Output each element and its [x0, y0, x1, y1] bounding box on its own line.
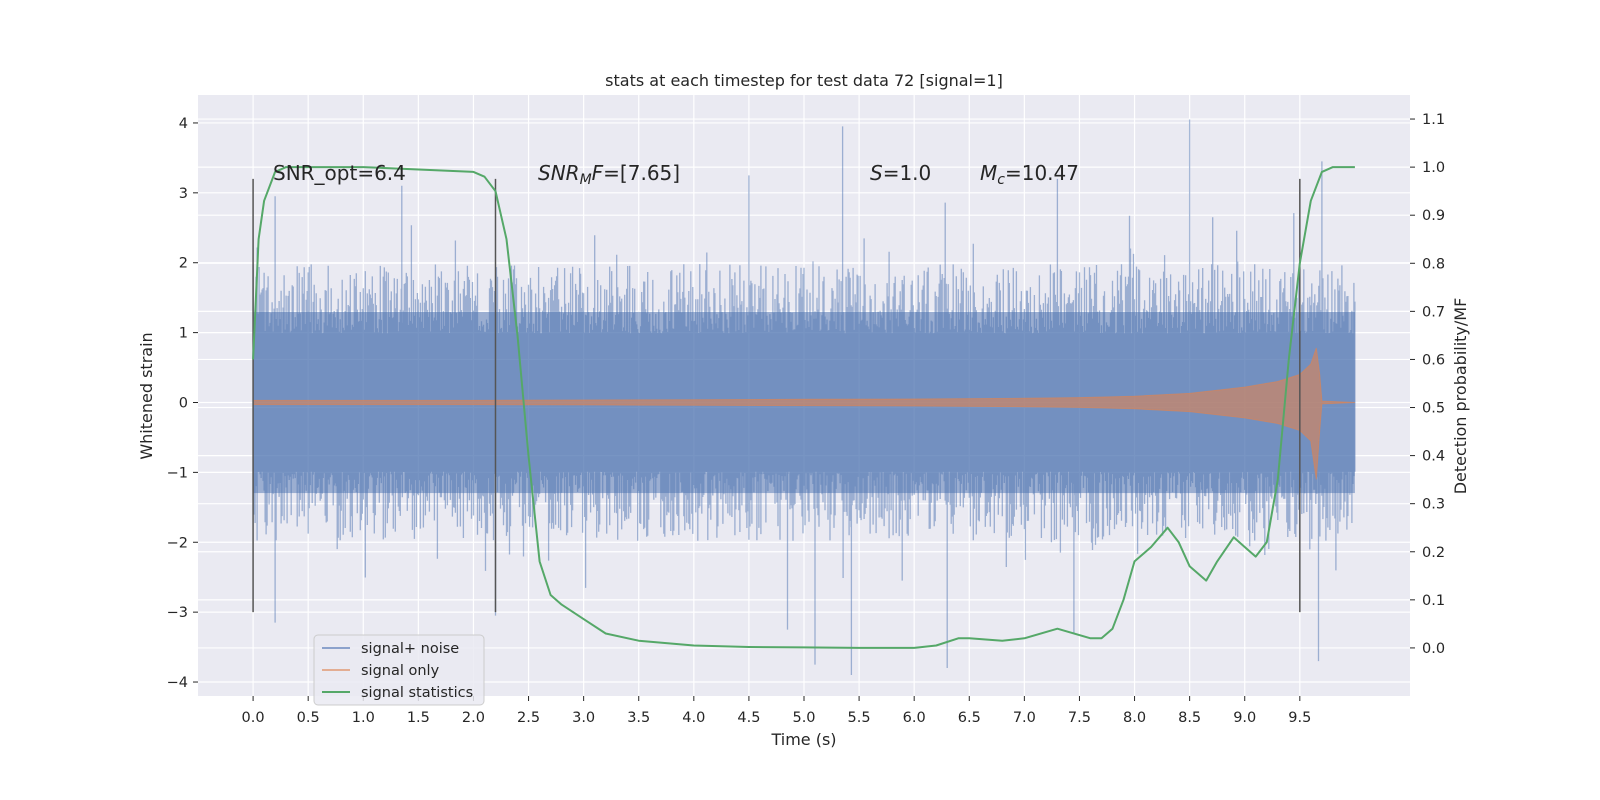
- mc-value: =10.47: [1005, 161, 1079, 185]
- s-symbol: S: [870, 161, 883, 185]
- y-right-tick-label: 1.0: [1422, 160, 1445, 176]
- x-tick-label: 0.0: [242, 710, 265, 726]
- y-tick-label: −4: [167, 675, 188, 691]
- chart-title: stats at each timestep for test data 72 …: [605, 71, 1003, 90]
- y-axis-right-ticks: 1.1 1.0 0.9 0.8 0.7 0.6 0.5 0.4 0.3 0.2 0.1 0.0: [1410, 112, 1445, 657]
- y-right-tick-label: 0.2: [1422, 545, 1445, 561]
- x-tick-label: 4.0: [682, 710, 705, 726]
- x-tick-label: 8.0: [1123, 710, 1146, 726]
- snr-mf-tail: F: [592, 161, 604, 185]
- y-right-tick-label: 0.5: [1422, 401, 1445, 417]
- y-right-tick-label: 0.8: [1422, 256, 1445, 272]
- x-tick-label: 6.0: [903, 710, 926, 726]
- vertical-markers: [252, 178, 1301, 613]
- legend-label-signal: signal only: [361, 663, 440, 679]
- y-axis-right-label: Detection probability/MF: [1451, 298, 1470, 495]
- x-tick-label: 7.5: [1068, 710, 1091, 726]
- y-tick-label: 1: [179, 326, 188, 342]
- y-tick-label: 4: [179, 116, 188, 132]
- y-axis-ticks: 4 3 2 1 0 −1 −2 −3 −4: [167, 116, 198, 691]
- s-annotation: S=1.0: [870, 161, 931, 185]
- x-axis-ticks: 0.0 0.5 1.0 1.5 2.0 2.5 3.0 3.5 4.0 4.5 5.0 5.5 6.0 6…: [242, 696, 1311, 726]
- y-right-tick-label: 0.6: [1422, 352, 1445, 368]
- legend-box: [313, 634, 485, 706]
- y-right-tick-label: 1.1: [1422, 112, 1445, 128]
- mc-base: M: [980, 161, 997, 185]
- y-right-tick-label: 0.1: [1422, 593, 1445, 609]
- y-tick-label: 0: [179, 395, 188, 411]
- x-tick-label: 9.5: [1288, 710, 1311, 726]
- y-tick-label: 2: [179, 256, 188, 272]
- x-tick-label: 3.5: [627, 710, 650, 726]
- y-right-tick-label: 0.0: [1422, 641, 1445, 657]
- y-axis-label: Whitened strain: [137, 332, 156, 459]
- y-tick-label: 3: [179, 186, 188, 202]
- statistics-line: [252, 166, 1355, 649]
- snr-mf-base: SNR: [538, 161, 580, 185]
- x-tick-label: 7.0: [1013, 710, 1036, 726]
- x-axis-label: Time (s): [770, 730, 836, 749]
- signal-envelope: [252, 347, 1355, 480]
- y-right-tick-label: 0.3: [1422, 497, 1445, 513]
- x-tick-label: 1.0: [352, 710, 375, 726]
- y-tick-label: −1: [167, 465, 188, 481]
- x-tick-label: 6.5: [958, 710, 981, 726]
- snr-opt-annotation: SNR_opt=6.4: [273, 161, 406, 185]
- s-value: =1.0: [883, 161, 932, 185]
- legend: signal+ noise signal only signal statist…: [313, 634, 485, 706]
- y-right-tick-label: 0.7: [1422, 304, 1445, 320]
- mc-sub: c: [997, 172, 1005, 188]
- legend-label-noise: signal+ noise: [361, 641, 459, 657]
- signal-series: [252, 347, 1355, 480]
- x-tick-label: 1.5: [407, 710, 430, 726]
- snr-mf-annotation: SNRMF=[7.65]: [538, 161, 680, 188]
- mc-annotation: Mc=10.47: [980, 161, 1079, 188]
- y-right-tick-label: 0.9: [1422, 208, 1445, 224]
- x-tick-label: 0.5: [297, 710, 320, 726]
- x-tick-label: 2.5: [517, 710, 540, 726]
- y-tick-label: −2: [167, 535, 188, 551]
- x-tick-label: 5.5: [848, 710, 871, 726]
- x-tick-label: 4.5: [737, 710, 760, 726]
- statistics-series: [252, 166, 1355, 649]
- x-tick-label: 9.0: [1233, 710, 1256, 726]
- x-tick-label: 5.0: [792, 710, 815, 726]
- x-tick-label: 2.0: [462, 710, 485, 726]
- y-tick-label: −3: [167, 605, 188, 621]
- snr-mf-sub: M: [580, 172, 592, 188]
- legend-label-statistics: signal statistics: [361, 685, 473, 701]
- x-tick-label: 8.5: [1178, 710, 1201, 726]
- y-right-tick-label: 0.4: [1422, 449, 1445, 465]
- x-tick-label: 3.0: [572, 710, 595, 726]
- snr-mf-value: =[7.65]: [603, 161, 680, 185]
